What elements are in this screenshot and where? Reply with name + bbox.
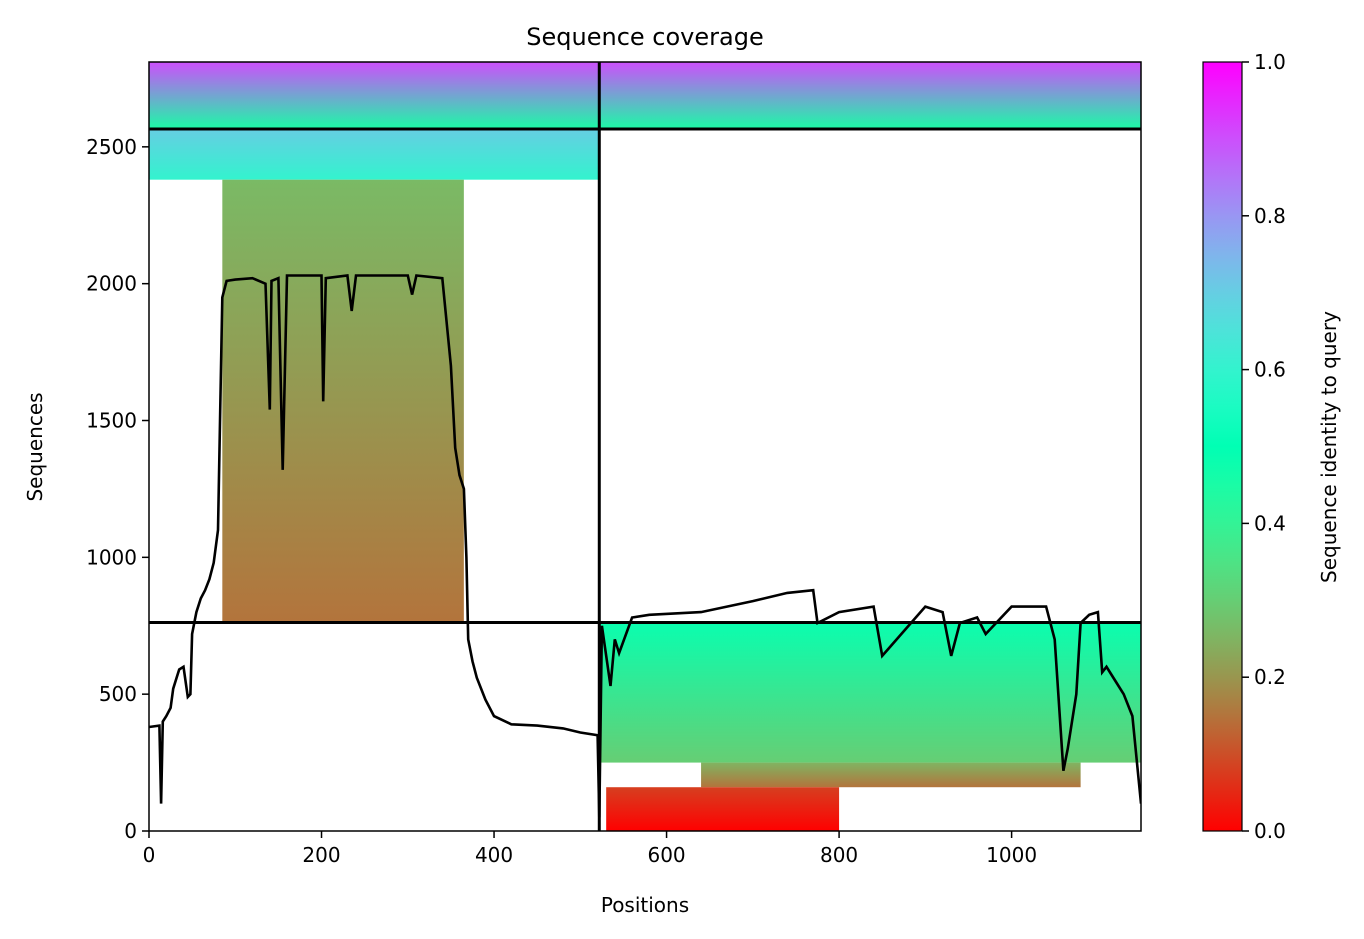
y-tick-label: 1000: [86, 545, 137, 569]
x-tick-label: 600: [647, 843, 685, 867]
colorbar-tick-label: 1.0: [1254, 50, 1286, 74]
x-axis-label: Positions: [601, 893, 689, 917]
colorbar: [1202, 61, 1243, 832]
x-tick-label: 0: [143, 843, 156, 867]
y-axis: 0 500 1000 1500 2000 2500: [86, 135, 149, 843]
colorbar-ticks: 0.0 0.2 0.4 0.6 0.8 1.0: [1242, 50, 1286, 843]
y-axis-label: Sequences: [23, 392, 47, 501]
coverage-block: [149, 62, 600, 130]
y-tick-label: 2000: [86, 272, 137, 296]
coverage-block: [149, 129, 600, 180]
x-axis: 0 200 400 600 800 1000: [143, 831, 1037, 867]
y-tick-label: 2500: [86, 135, 137, 159]
chart-title: Sequence coverage: [526, 23, 763, 51]
coverage-block: [599, 622, 1141, 763]
coverage-block: [222, 179, 464, 623]
y-tick-label: 1500: [86, 409, 137, 433]
x-tick-label: 1000: [986, 843, 1037, 867]
coverage-lines: [149, 62, 1141, 831]
plot-frame: [148, 61, 1142, 832]
colorbar-tick-label: 0.0: [1254, 819, 1286, 843]
x-tick-label: 400: [475, 843, 513, 867]
colorbar-tick-label: 0.2: [1254, 665, 1286, 689]
coverage-block: [606, 787, 840, 831]
x-tick-label: 800: [820, 843, 858, 867]
colorbar-label: Sequence identity to query: [1317, 311, 1341, 583]
y-tick-label: 0: [124, 819, 137, 843]
coverage-block: [701, 762, 1081, 788]
coverage-heatmap: [149, 62, 1141, 831]
coverage-block: [599, 62, 1141, 130]
x-tick-label: 200: [302, 843, 340, 867]
y-tick-label: 500: [99, 682, 137, 706]
colorbar-tick-label: 0.6: [1254, 358, 1286, 382]
coverage-line: [149, 274, 1141, 818]
colorbar-tick-label: 0.4: [1254, 511, 1286, 535]
colorbar-tick-label: 0.8: [1254, 204, 1286, 228]
